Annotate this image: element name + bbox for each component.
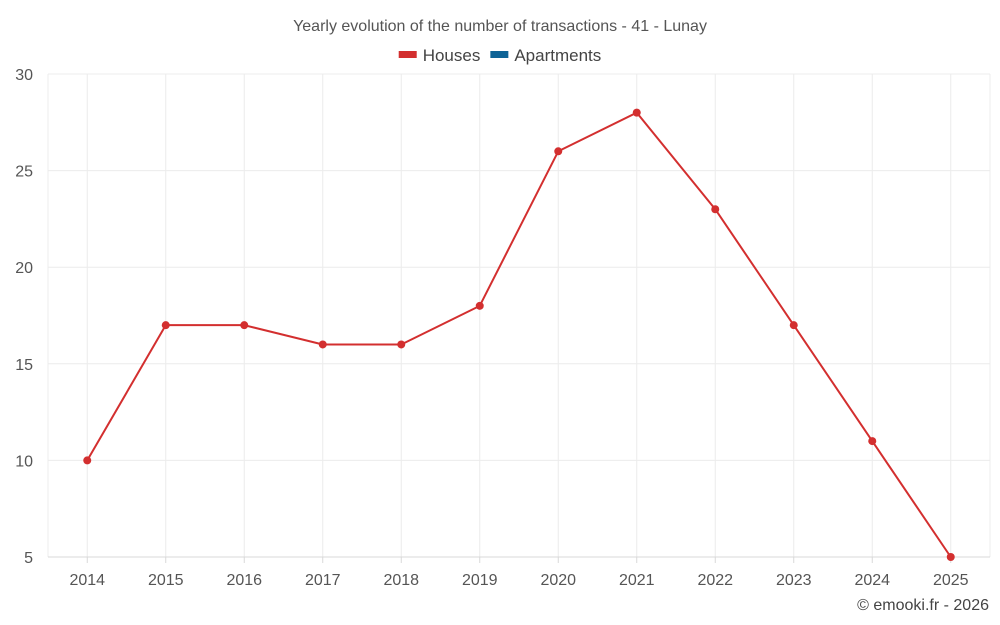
data-point-2022[interactable] xyxy=(711,205,720,214)
series-layer xyxy=(83,108,955,561)
data-point-2016[interactable] xyxy=(240,321,249,330)
y-tick-label: 20 xyxy=(15,260,33,277)
x-tick-label: 2020 xyxy=(540,572,576,589)
data-point-2025[interactable] xyxy=(946,553,955,561)
x-tick-label: 2025 xyxy=(933,572,969,589)
chart-title: Yearly evolution of the number of transa… xyxy=(293,18,707,35)
data-point-2020[interactable] xyxy=(554,147,563,156)
legend-item-apartments[interactable]: Apartments xyxy=(490,46,601,65)
y-tick-label: 30 xyxy=(15,67,33,84)
y-tick-label: 10 xyxy=(15,453,33,470)
y-tick-label: 15 xyxy=(15,357,33,374)
data-point-2024[interactable] xyxy=(868,437,877,446)
x-tick-label: 2019 xyxy=(462,572,498,589)
x-tick-label: 2015 xyxy=(148,572,184,589)
x-tick-label: 2022 xyxy=(697,572,733,589)
y-axis: 5 10 15 20 25 30 xyxy=(15,67,33,567)
legend-label: Houses xyxy=(423,46,481,65)
credit-text: © emooki.fr - 2026 xyxy=(857,597,989,614)
x-tick-label: 2021 xyxy=(619,572,655,589)
grid xyxy=(47,73,991,557)
x-tick-label: 2018 xyxy=(383,572,419,589)
data-point-2018[interactable] xyxy=(397,340,406,349)
series-houses xyxy=(83,108,955,561)
y-tick-label: 5 xyxy=(24,550,33,567)
legend-label: Apartments xyxy=(514,46,601,65)
x-tick-label: 2016 xyxy=(226,572,262,589)
x-tick-label: 2014 xyxy=(69,572,105,589)
x-tick-label: 2017 xyxy=(305,572,341,589)
data-point-2017[interactable] xyxy=(318,340,327,349)
legend-swatch xyxy=(398,51,417,58)
legend-item-houses[interactable]: Houses xyxy=(398,46,481,65)
data-point-2021[interactable] xyxy=(632,108,641,117)
data-point-2014[interactable] xyxy=(83,456,92,465)
y-tick-label: 25 xyxy=(15,164,33,181)
legend-swatch xyxy=(490,51,509,58)
x-axis: 2014 2015 2016 2017 2018 2019 2020 2021 2022 2023… xyxy=(48,556,990,589)
data-point-2023[interactable] xyxy=(789,321,798,330)
data-point-2015[interactable] xyxy=(161,321,170,330)
data-point-2019[interactable] xyxy=(475,301,484,310)
legend[interactable]: Houses Apartments xyxy=(398,46,602,65)
series-line-houses xyxy=(86,111,952,558)
x-tick-label: 2023 xyxy=(776,572,812,589)
x-tick-label: 2024 xyxy=(854,572,890,589)
